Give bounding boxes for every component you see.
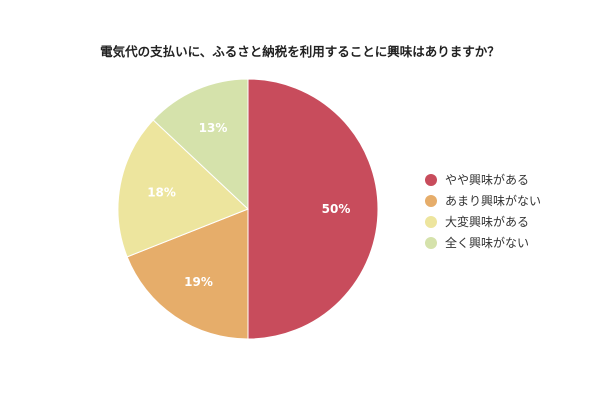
pie-slice <box>117 119 249 258</box>
slice-data-label: 50% <box>322 202 351 216</box>
legend-item: やや興味がある <box>425 169 541 190</box>
slice-data-label: 13% <box>199 121 228 135</box>
legend-item: 全く興味がない <box>425 232 541 253</box>
legend-swatch <box>425 173 437 186</box>
legend: やや興味がある あまり興味がない 大変興味がある 全く興味がない <box>425 169 541 253</box>
legend-item: あまり興味がない <box>425 190 541 211</box>
legend-label: やや興味がある <box>445 173 530 187</box>
slice-data-label: 18% <box>147 186 176 200</box>
slice-data-label: 19% <box>184 275 213 289</box>
pie-slice <box>152 78 249 211</box>
legend-label: 大変興味がある <box>445 215 530 229</box>
legend-item: 大変興味がある <box>425 211 541 232</box>
legend-swatch <box>425 194 437 207</box>
legend-label: あまり興味がない <box>445 194 542 208</box>
legend-label: 全く興味がない <box>445 236 530 250</box>
pie-slice <box>126 208 249 340</box>
chart-title: 電気代の支払いに、ふるさと納税を利用することに興味はありますか？ <box>100 44 500 59</box>
pie-slice <box>247 78 379 340</box>
legend-swatch <box>425 236 437 249</box>
legend-swatch <box>425 215 437 228</box>
